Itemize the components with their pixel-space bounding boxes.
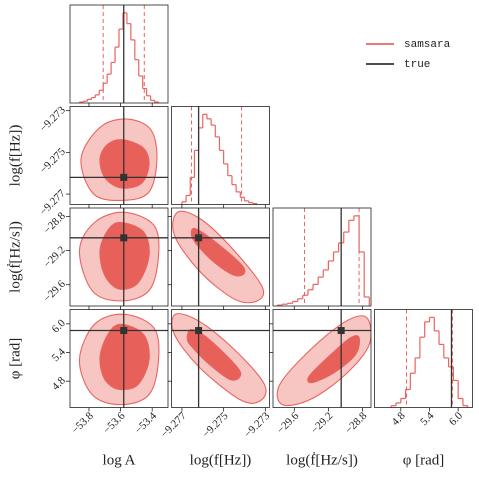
legend-label: samsara — [404, 39, 451, 51]
y-axis-label: φ [rad] — [7, 338, 23, 380]
x-tick-label: 5.4 — [418, 410, 437, 429]
panel — [273, 309, 371, 408]
x-tick-label: −29.6 — [275, 410, 302, 437]
y-tick-label: −29.6 — [41, 278, 68, 305]
x-tick-label: −9.277 — [158, 410, 189, 441]
panel-frame — [272, 309, 372, 408]
panel — [70, 106, 168, 205]
x-axis-label: log(ḟ[Hz/s]) — [286, 451, 358, 468]
panel — [181, 106, 258, 205]
panel — [171, 309, 270, 408]
y-axis-label: log(f[Hz]) — [7, 125, 23, 187]
panel — [70, 208, 168, 306]
y-axis-label: log(ḟ[Hz/s]) — [6, 221, 23, 293]
truth-point — [120, 327, 128, 335]
y-tick-label: −9.275 — [38, 145, 69, 176]
x-axis-label: φ [rad] — [403, 452, 445, 468]
x-tick-label: 4.8 — [389, 410, 408, 429]
panel — [171, 208, 270, 306]
x-axis-label: log(f[Hz]) — [190, 452, 252, 468]
x-tick-label: −29.2 — [309, 410, 335, 436]
panel-frame — [171, 309, 270, 408]
truth-point — [337, 327, 345, 335]
x-tick-label: −53.4 — [133, 410, 160, 437]
panel — [276, 208, 370, 306]
panel-frame — [69, 106, 169, 205]
panel-frame — [69, 207, 169, 307]
panel — [78, 5, 160, 103]
x-tick-label: 6.0 — [447, 410, 466, 429]
panel-frame — [69, 309, 169, 408]
x-tick-label: −53.6 — [101, 410, 128, 437]
panel-frame — [374, 309, 473, 408]
panel-frame — [171, 106, 270, 205]
truth-point — [120, 173, 128, 181]
panel — [70, 309, 168, 408]
x-axis-label: log A — [103, 452, 136, 468]
x-tick-label: −53.8 — [69, 410, 96, 437]
y-tick-label: −29.2 — [41, 244, 67, 270]
x-tick-label: −9.275 — [200, 410, 231, 441]
y-tick-label: 5.4 — [50, 346, 69, 365]
x-tick-label: −28.8 — [343, 410, 370, 437]
legend-label: true — [404, 59, 430, 71]
y-tick-label: −9.277 — [38, 187, 69, 218]
y-tick-label: 4.8 — [50, 374, 69, 393]
panel — [390, 309, 469, 408]
contour — [307, 335, 360, 384]
x-tick-label: −9.273 — [242, 410, 273, 441]
panel-frame — [272, 207, 372, 307]
truth-point — [120, 234, 128, 242]
contour — [99, 139, 150, 189]
truth-point — [195, 327, 203, 335]
truth-point — [195, 234, 203, 242]
panel-frame — [69, 4, 169, 104]
contour — [186, 329, 242, 381]
y-tick-label: 6.0 — [50, 317, 69, 336]
contour — [99, 323, 150, 391]
y-tick-label: −9.273 — [38, 104, 69, 135]
panel-frame — [171, 207, 270, 307]
